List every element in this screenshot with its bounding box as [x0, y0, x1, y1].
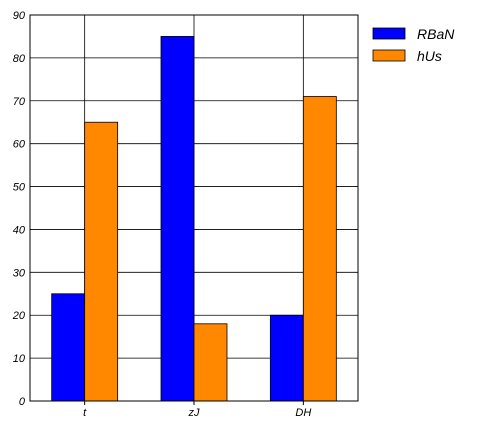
y-tick-label: 0: [19, 396, 26, 408]
legend-swatch: [372, 49, 406, 62]
y-tick-label: 40: [13, 224, 26, 236]
y-tick-label: 10: [13, 353, 26, 365]
y-tick-label: 90: [13, 10, 26, 22]
bar-RBaN-t: [51, 293, 86, 402]
legend-label: hUs: [417, 48, 442, 64]
bar-hUs-t: [84, 121, 119, 402]
x-tick-label: zJ: [188, 407, 201, 419]
x-tick-label: DH: [295, 407, 311, 419]
x-tick-label: t: [83, 407, 87, 419]
bar-hUs-zJ: [193, 323, 228, 402]
y-tick-label: 60: [13, 139, 26, 151]
bar-RBaN-zJ: [160, 36, 195, 402]
legend: RBaN hUs: [372, 26, 455, 64]
y-tick-label: 70: [13, 96, 26, 108]
y-tick-label: 20: [12, 310, 26, 322]
y-tick-label: 30: [13, 267, 26, 279]
y-tick-label: 50: [13, 182, 26, 194]
bar-RBaN-DH: [269, 314, 304, 402]
legend-label: RBaN: [417, 26, 455, 42]
bars: [51, 36, 337, 402]
y-tick-label: 80: [13, 53, 26, 65]
y-axis-ticks: 0 10 20 30 40 50 60 70 80 90: [12, 10, 26, 408]
legend-swatch: [372, 27, 406, 40]
bar-hUs-DH: [302, 96, 337, 402]
x-axis-ticks: t zJ DH: [83, 401, 311, 419]
